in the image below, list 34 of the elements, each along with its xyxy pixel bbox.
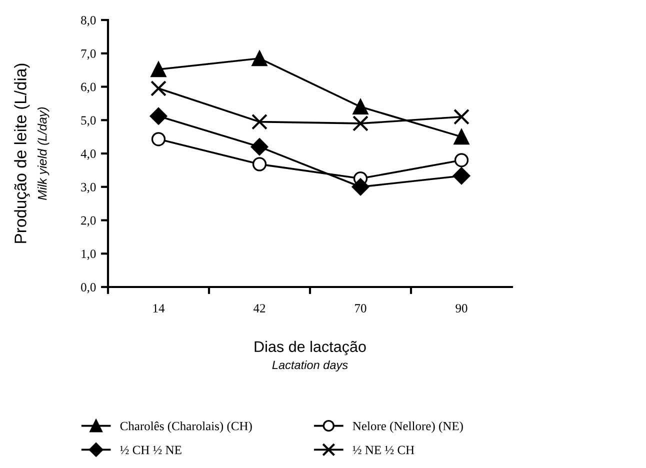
y-axis-title: Produção de leite (L/dia) Milk yield (L/day) <box>14 64 50 243</box>
point <box>352 178 370 196</box>
point <box>150 62 166 78</box>
point <box>150 107 168 125</box>
point <box>352 98 368 115</box>
point <box>352 115 368 132</box>
point <box>151 132 166 146</box>
y-tick-label: 4,0 <box>80 150 96 160</box>
x-tick-label: 90 <box>456 304 468 312</box>
y-tick-label: 7,0 <box>81 49 96 60</box>
y-tick-label: 0,0 <box>81 283 96 294</box>
y-tick-label: 5,0 <box>81 116 96 126</box>
legend-label: Charolês (Charolais) (CH) <box>120 421 252 433</box>
y-tick-label: 6,0 <box>81 82 96 94</box>
point <box>454 108 470 125</box>
point <box>250 138 268 156</box>
point <box>252 114 268 130</box>
x-tick-label: 42 <box>253 304 266 312</box>
point <box>452 167 470 185</box>
x-tick-label: 70 <box>355 304 366 312</box>
point <box>252 50 268 66</box>
y-tick-label: 3,0 <box>81 182 96 194</box>
y-tick-label: 8,0 <box>81 16 96 26</box>
y-tick-label: 1,0 <box>82 250 96 260</box>
point <box>150 80 166 96</box>
y-tick-label: 2,0 <box>81 216 96 227</box>
point <box>454 153 469 168</box>
legend-label: Nelore (Nellore) (NE) <box>352 422 463 433</box>
x-axis-title: Dias de lactação Lactation days <box>254 340 366 372</box>
point <box>454 129 470 145</box>
point <box>252 157 267 172</box>
legend-label: ½ NE ½ CH <box>352 446 414 454</box>
x-tick-label: 14 <box>153 304 165 312</box>
legend-label: ½ CH ½ NE <box>120 446 182 454</box>
